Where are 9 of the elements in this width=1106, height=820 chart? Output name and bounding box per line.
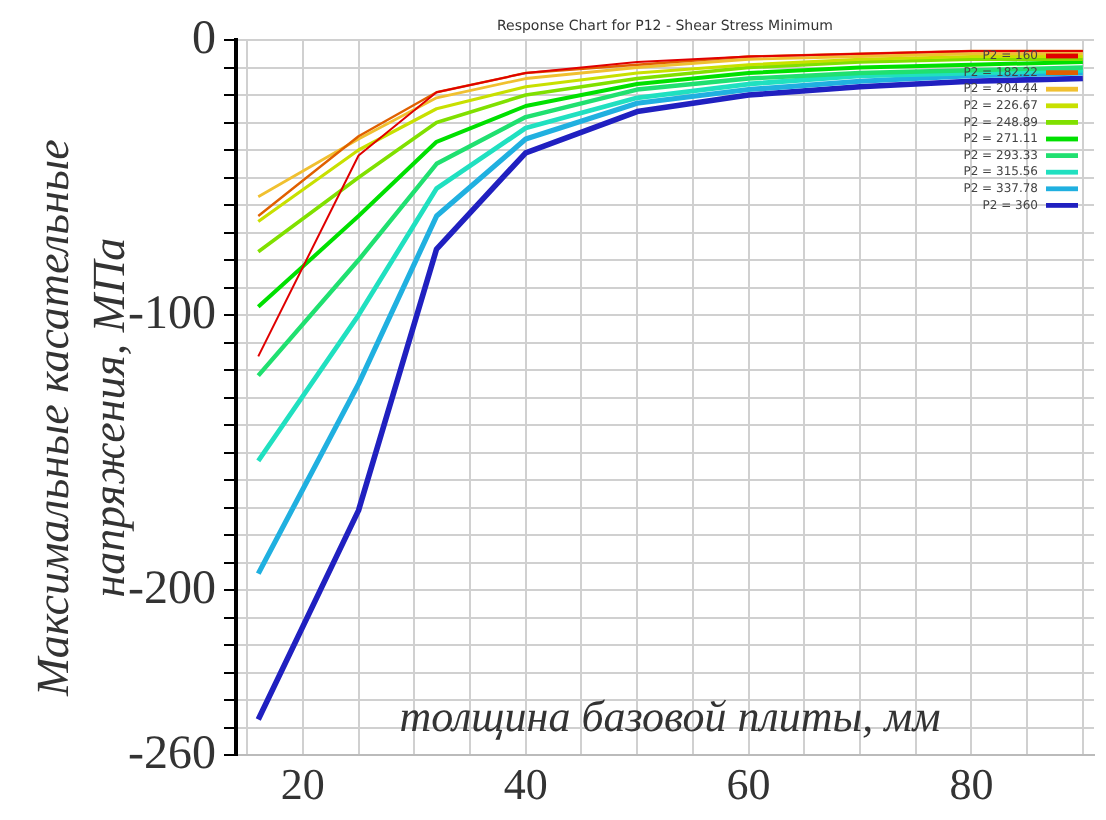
x-axis-title: толщина базовой плиты, мм [399,691,941,742]
x-tick-label: 60 [726,759,771,810]
y-tick-label: -100 [127,287,216,340]
y-tick-label: 0 [191,12,216,65]
x-tick-label: 40 [503,759,548,810]
x-tick-label: 80 [949,759,994,810]
x-tick-label: 20 [280,759,325,810]
y-tick-label: -200 [127,562,216,615]
y-tick-label: -260 [127,727,216,780]
